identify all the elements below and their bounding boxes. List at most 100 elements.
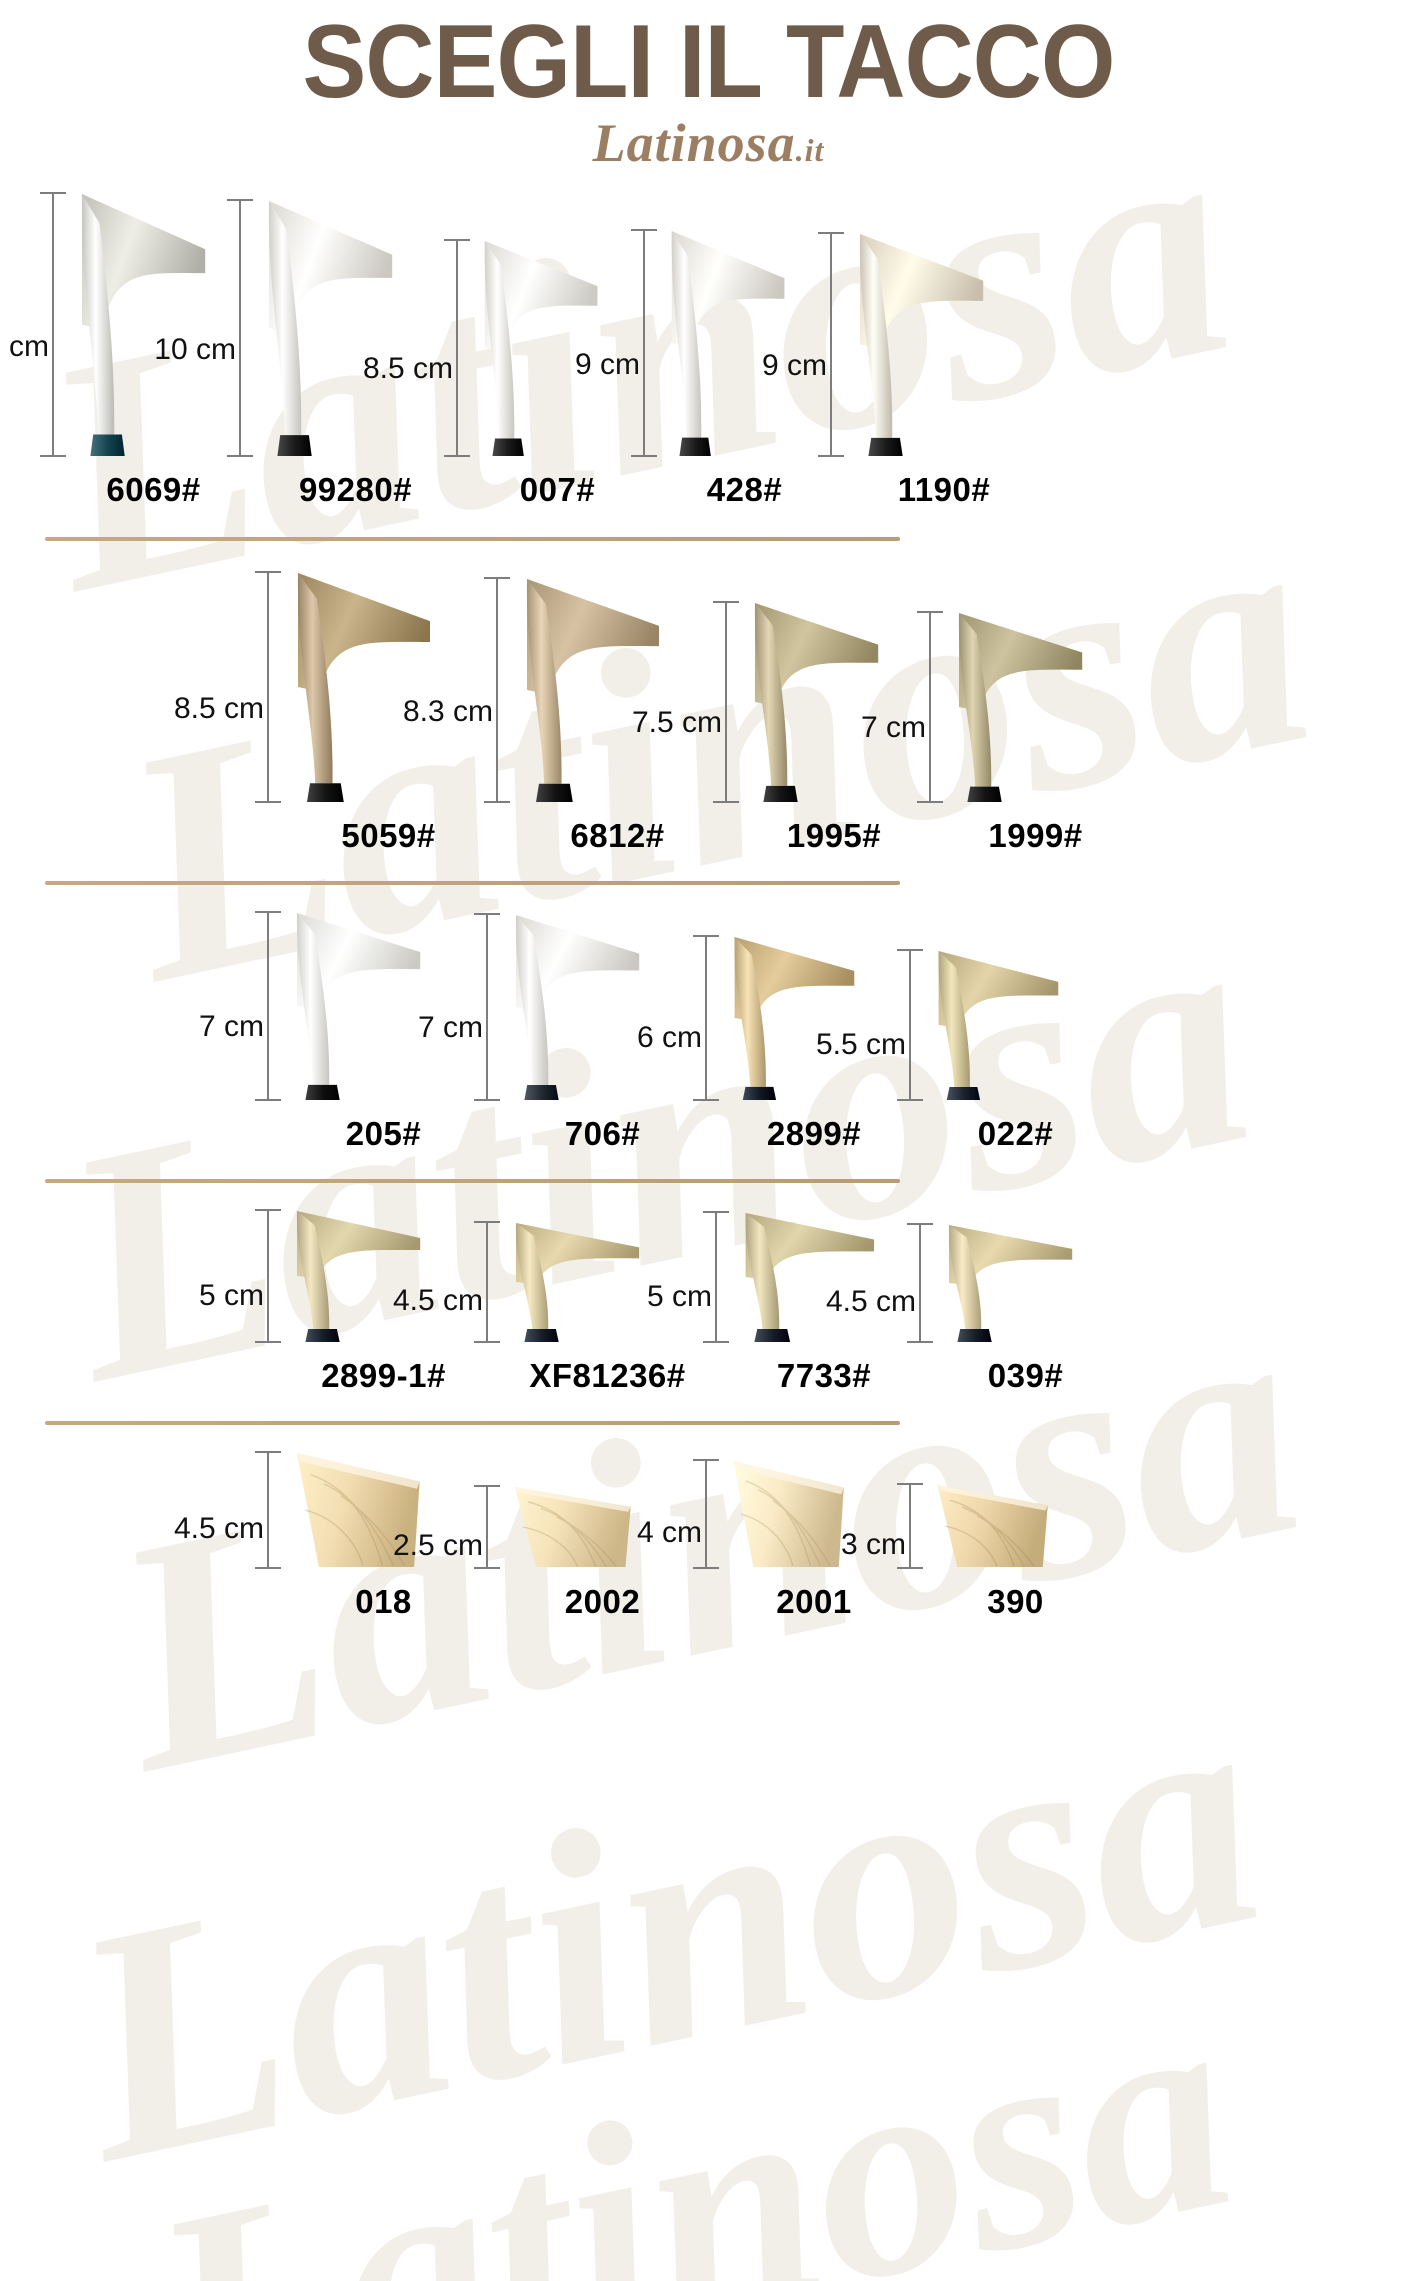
watermark-text: Latinosa <box>127 1936 1257 2281</box>
heel-shape <box>958 613 1083 802</box>
heel-item[interactable]: 8.5 cm 5059# <box>174 571 470 855</box>
heel-item[interactable]: 3 cm 390 <box>841 1451 1082 1621</box>
heel-stage: 7 cm <box>861 571 1102 803</box>
heel-item[interactable]: 7.5 cm 1995# <box>632 571 903 855</box>
dimension-cap-top <box>474 1485 500 1487</box>
height-label: 5.5 cm <box>815 1028 906 1062</box>
dimension-cap-bottom <box>255 1567 281 1569</box>
heel-item[interactable]: 9 cm 428# <box>575 192 806 509</box>
height-dimension-indicator: 5 cm <box>199 1209 281 1343</box>
model-label: 2002 <box>564 1583 641 1620</box>
watermark-text: Latinosa <box>45 1627 1287 2232</box>
height-label: 5 cm <box>198 1278 264 1312</box>
dimension-cap-top <box>917 611 943 613</box>
heel-shape <box>671 231 785 456</box>
heel-shape <box>745 1213 875 1342</box>
dimension-cap-top <box>818 232 844 234</box>
height-dimension-indicator: 10 cm <box>154 199 253 457</box>
dimension-line <box>486 915 488 1099</box>
heel-shape <box>515 1223 640 1342</box>
heel-image <box>283 1209 423 1343</box>
heel-shape <box>526 579 659 802</box>
heel-shape <box>938 951 1059 1100</box>
heel-shape <box>859 234 984 456</box>
heel-item[interactable]: 7 cm 1999# <box>861 571 1102 855</box>
height-label: 4.5 cm <box>825 1285 916 1319</box>
heel-item[interactable]: 4.5 cm 018 <box>174 1451 460 1621</box>
brand-name: Latinosa <box>592 113 796 173</box>
height-dimension-indicator: 6 cm <box>637 935 719 1101</box>
heel-image <box>502 913 642 1101</box>
model-label: 018 <box>355 1583 412 1620</box>
dimension-cap-bottom <box>255 1341 281 1343</box>
heel-item[interactable]: 10 cm 99280# <box>154 192 432 509</box>
model-label: 1999# <box>988 817 1083 854</box>
dimension-line <box>496 579 498 801</box>
heel-item[interactable]: 4.5 cm 039# <box>826 1209 1092 1395</box>
model-label: 6069# <box>106 471 201 508</box>
height-label: 10 cm <box>154 333 236 367</box>
dimension-cap-bottom <box>897 1099 923 1101</box>
height-label: 4.5 cm <box>392 1284 483 1318</box>
heel-shape <box>484 241 598 456</box>
height-label: 8.5 cm <box>362 352 453 386</box>
heel-item[interactable]: 4 cm 2001 <box>637 1451 883 1621</box>
dimension-line <box>705 1461 707 1567</box>
heel-item[interactable]: 5.5 cm 022# <box>816 911 1082 1153</box>
dimension-line <box>929 613 931 801</box>
heel-item[interactable]: 10 cm 6069# <box>0 192 215 509</box>
height-label: 8.3 cm <box>402 694 493 728</box>
heel-stage: 7 cm <box>199 911 460 1101</box>
heel-image <box>721 1459 845 1569</box>
heel-shape <box>296 1211 421 1342</box>
heel-item[interactable]: 7 cm 706# <box>418 911 679 1153</box>
heel-image <box>721 935 857 1101</box>
heel-row: 7 cm 205# 7 cm <box>0 911 1417 1153</box>
dimension-line <box>830 234 832 455</box>
model-label: 1190# <box>897 471 991 508</box>
heel-stage: 9 cm <box>575 192 806 457</box>
dimension-line <box>267 1453 269 1567</box>
dimension-cap-top <box>631 229 657 231</box>
dimension-cap-bottom <box>474 1567 500 1569</box>
heel-item[interactable]: 5 cm 2899-1# <box>199 1209 460 1395</box>
dimension-cap-top <box>255 571 281 573</box>
dimension-cap-top <box>897 949 923 951</box>
heel-item[interactable]: 8.5 cm 007# <box>363 192 619 509</box>
height-label: 8.5 cm <box>173 691 264 725</box>
row-divider <box>45 881 900 885</box>
model-label: 2899-1# <box>321 1357 446 1394</box>
heel-item[interactable]: 4.5 cm XF81236# <box>393 1209 689 1395</box>
model-label: 2899# <box>766 1115 862 1152</box>
height-dimension-indicator: 4 cm <box>637 1459 719 1569</box>
height-label: 7 cm <box>860 710 926 744</box>
heel-image <box>472 239 600 457</box>
model-label: 022# <box>977 1115 1054 1152</box>
heel-item[interactable]: 8.3 cm 6812# <box>403 571 699 855</box>
height-label: 2.5 cm <box>392 1528 483 1562</box>
model-label: XF81236# <box>529 1357 686 1394</box>
dimension-cap-bottom <box>693 1099 719 1101</box>
height-dimension-indicator: 4.5 cm <box>826 1223 933 1343</box>
height-label: 6 cm <box>636 1021 702 1055</box>
height-dimension-indicator: 4.5 cm <box>174 1451 281 1569</box>
heel-stage: 9 cm <box>762 192 1018 457</box>
heel-stage: 8.5 cm <box>363 192 619 457</box>
heel-item[interactable]: 2.5 cm 2002 <box>393 1451 679 1621</box>
heel-item[interactable]: 6 cm 2899# <box>637 911 883 1153</box>
heel-image <box>659 229 787 457</box>
heel-item[interactable]: 9 cm 1190# <box>762 192 1018 509</box>
dimension-line <box>52 194 54 455</box>
heel-image <box>283 1451 421 1569</box>
heel-stage: 8.3 cm <box>403 571 699 803</box>
heel-stage: 4 cm <box>637 1451 883 1569</box>
heel-item[interactable]: 7 cm 205# <box>199 911 460 1153</box>
dimension-cap-top <box>227 199 253 201</box>
dimension-cap-bottom <box>907 1341 933 1343</box>
heel-item[interactable]: 5 cm 7733# <box>647 1209 893 1395</box>
heel-row: 8.5 cm 5059# 8.3 cm <box>0 571 1417 855</box>
dimension-line <box>705 937 707 1099</box>
height-dimension-indicator: 8.3 cm <box>403 577 510 803</box>
height-dimension-indicator: 7 cm <box>418 913 500 1101</box>
heel-rows-container: 10 cm 6069#10 cm <box>0 192 1417 1621</box>
